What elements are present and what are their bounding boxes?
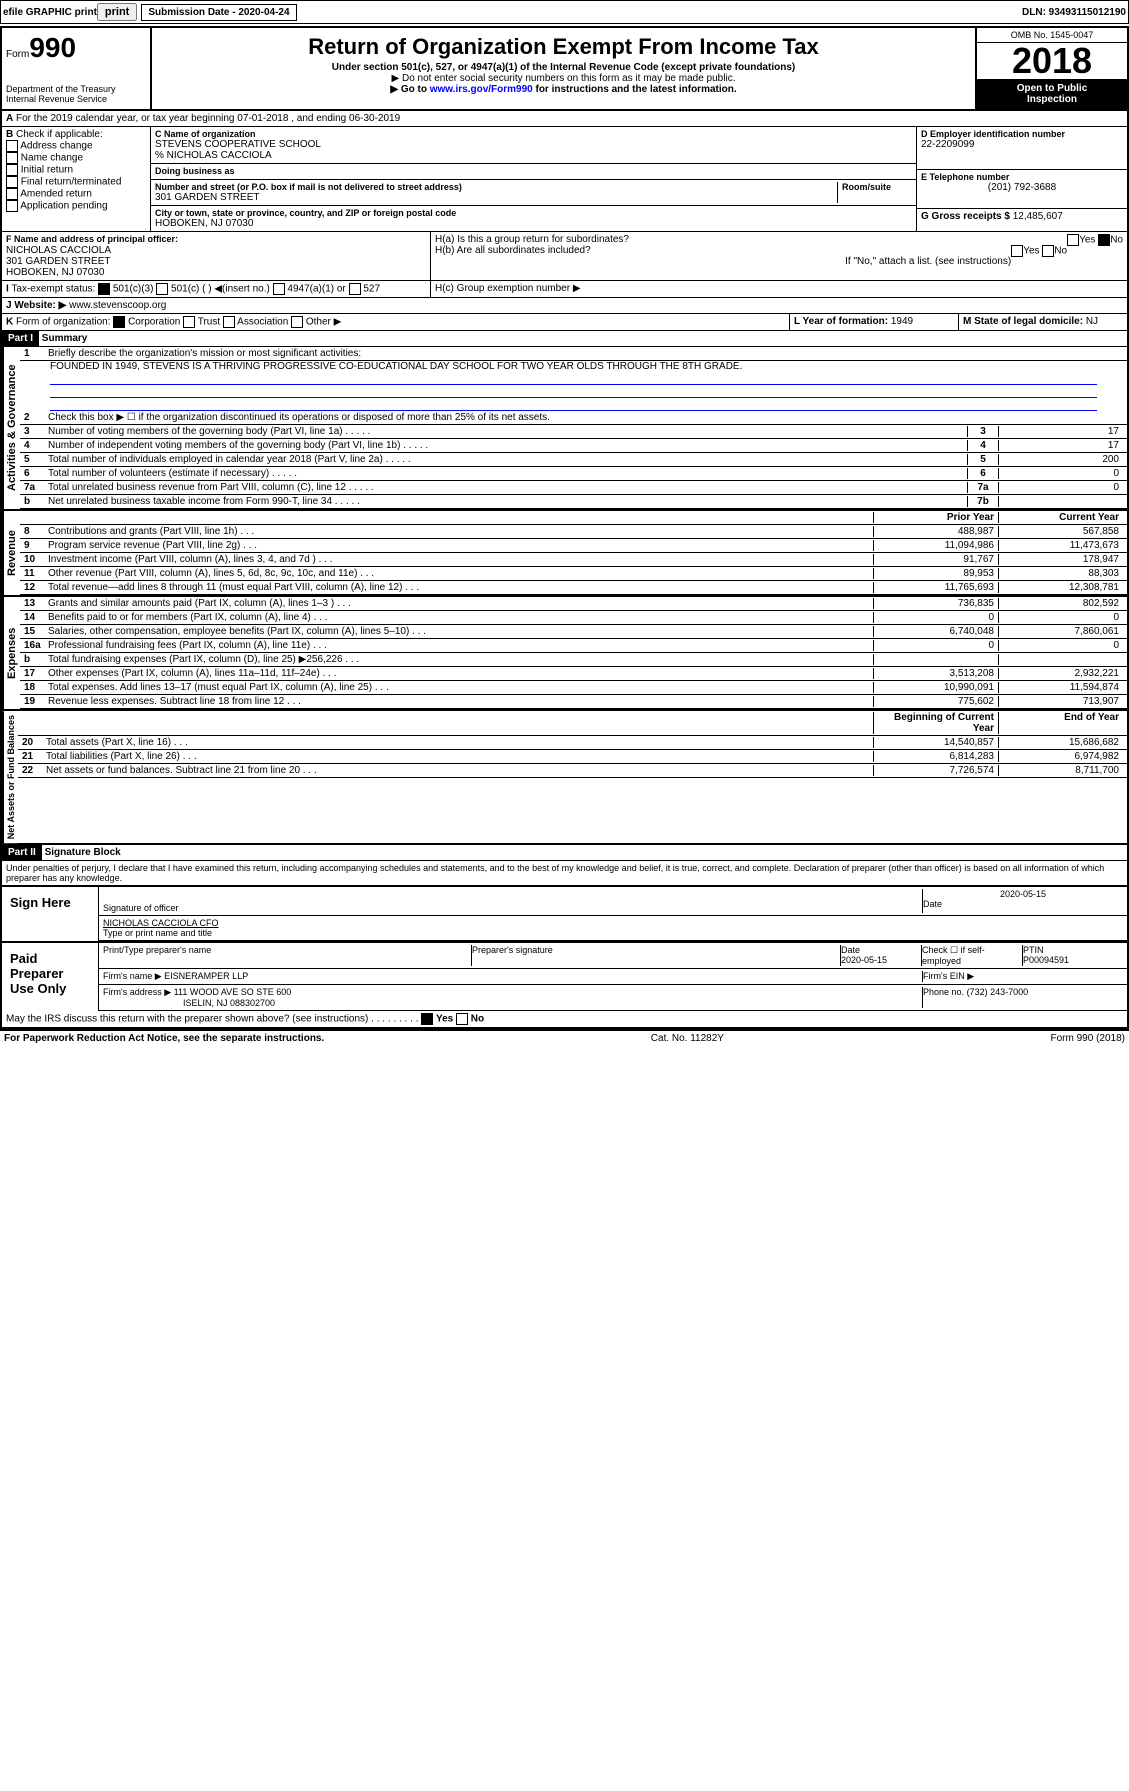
sign-here: Sign Here	[2, 887, 99, 941]
part2-hdr: Part II	[2, 845, 42, 860]
tax-year: 2018	[977, 43, 1127, 79]
chk-501c3[interactable]	[98, 283, 110, 295]
ein: 22-2209099	[921, 139, 1123, 150]
chk-name[interactable]: Name change	[6, 152, 146, 164]
rev-label: Revenue	[2, 511, 20, 595]
gov-label: Activities & Governance	[2, 347, 20, 509]
street: 301 GARDEN STREET	[155, 192, 837, 203]
website[interactable]: www.stevenscoop.org	[69, 300, 166, 311]
chk-final[interactable]: Final return/terminated	[6, 176, 146, 188]
gross-receipts: 12,485,607	[1013, 211, 1063, 222]
phone: (201) 792-3688	[921, 182, 1123, 193]
pra: For Paperwork Reduction Act Notice, see …	[4, 1033, 324, 1044]
form-title: Return of Organization Exempt From Incom…	[156, 34, 971, 60]
subtitle-1: Under section 501(c), 527, or 4947(a)(1)…	[156, 62, 971, 73]
declaration: Under penalties of perjury, I declare th…	[2, 861, 1127, 885]
irs-link[interactable]: www.irs.gov/Form990	[430, 84, 533, 95]
domicile: NJ	[1086, 316, 1098, 327]
b-label: Check if applicable:	[16, 129, 103, 140]
open-public: Open to Public	[1017, 83, 1088, 94]
discuss-no[interactable]	[456, 1013, 468, 1025]
line-a: For the 2019 calendar year, or tax year …	[16, 113, 400, 124]
net-label: Net Assets or Fund Balances	[2, 711, 18, 843]
form-prefix: Form	[6, 49, 29, 60]
org-name: STEVENS COOPERATIVE SCHOOL	[155, 139, 912, 150]
subtitle-2: ▶ Do not enter social security numbers o…	[156, 73, 971, 84]
print-button[interactable]: print	[97, 3, 137, 21]
ptin: P00094591	[1023, 955, 1069, 965]
top-bar: efile GRAPHIC print print Submission Dat…	[0, 0, 1129, 24]
chk-address[interactable]: Address change	[6, 140, 146, 152]
mission: FOUNDED IN 1949, STEVENS IS A THRIVING P…	[50, 361, 742, 372]
firm: EISNERAMPER LLP	[164, 971, 248, 981]
irs: Internal Revenue Service	[6, 94, 107, 104]
discuss-yes[interactable]	[421, 1013, 433, 1025]
part1-hdr: Part I	[2, 331, 39, 346]
paid-prep: Paid Preparer Use Only	[2, 943, 99, 1011]
chk-amended[interactable]: Amended return	[6, 188, 146, 200]
chk-initial[interactable]: Initial return	[6, 164, 146, 176]
chk-pending[interactable]: Application pending	[6, 200, 146, 212]
prep-phone: (732) 243-7000	[967, 987, 1029, 997]
subtitle-3: ▶ Go to www.irs.gov/Form990 for instruct…	[156, 84, 971, 95]
exp-label: Expenses	[2, 597, 20, 709]
year-formed: 1949	[891, 316, 913, 327]
d-lbl: D Employer identification number	[921, 129, 1123, 139]
care-of: % NICHOLAS CACCIOLA	[155, 150, 912, 161]
dept: Department of the Treasury	[6, 84, 116, 94]
officer-sig: NICHOLAS CACCIOLA CFO	[103, 918, 1123, 928]
c-name-lbl: C Name of organization	[155, 129, 912, 139]
form-number: 990	[29, 32, 76, 63]
cat-no: Cat. No. 11282Y	[651, 1033, 724, 1044]
submission-date: Submission Date - 2020-04-24	[141, 4, 296, 21]
dln: DLN: 93493115012190	[1022, 7, 1126, 18]
efile-label: efile GRAPHIC print	[3, 7, 97, 18]
officer-name: NICHOLAS CACCIOLA	[6, 245, 111, 256]
form-ref: Form 990 (2018)	[1051, 1033, 1125, 1044]
city: HOBOKEN, NJ 07030	[155, 218, 912, 229]
